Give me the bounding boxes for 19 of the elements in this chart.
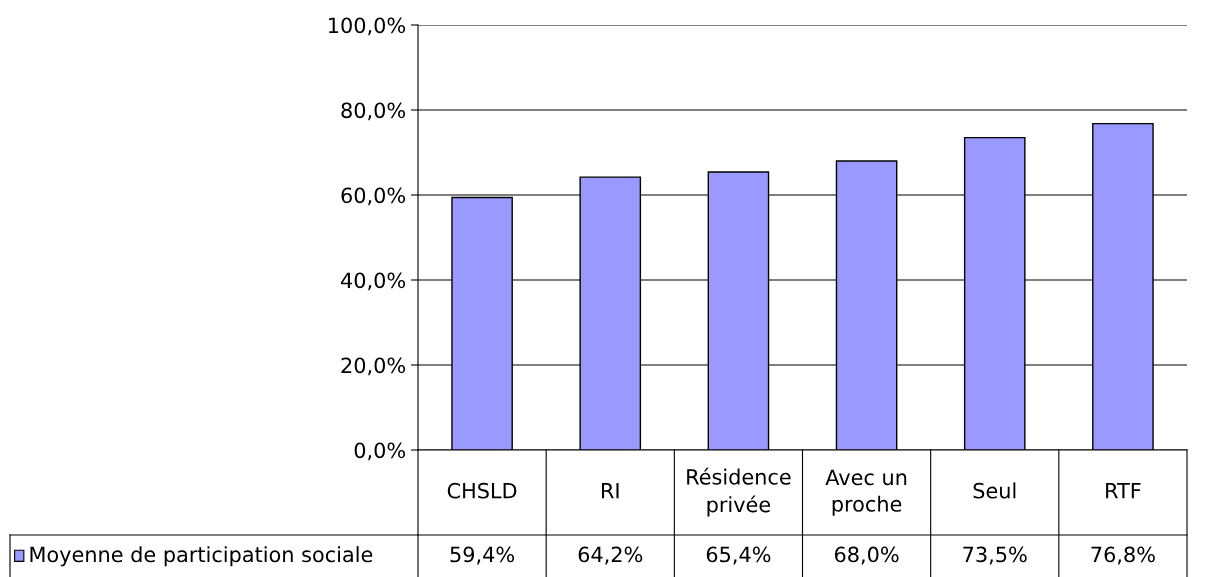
x-tick-label: Résidence privée [687,467,791,517]
text: 68,0% [834,546,899,565]
x-tick-label: Avec un proche [825,469,907,516]
text: 65,4% [706,546,771,565]
y-tick-label: 0,0% [354,442,406,461]
text: 73,5% [963,546,1027,565]
text: 64,2% [578,546,643,565]
y-tick-label: 60,0% [341,187,406,206]
x-tick-label: Seul [973,482,1016,499]
y-tick-label: 20,0% [341,357,406,376]
y-tick-label: 100,0% [329,17,406,36]
x-tick-label: RI [601,483,619,499]
x-tick-label: CHSLD [447,482,517,499]
text: 76,8% [1091,546,1155,565]
y-tick-label: 40,0% [341,272,406,291]
text: 59,4% [450,546,515,565]
x-tick-label: RTF [1106,483,1141,499]
y-tick-label: 80,0% [341,102,406,121]
legend-label: Moyenne de participation sociale [30,546,373,567]
